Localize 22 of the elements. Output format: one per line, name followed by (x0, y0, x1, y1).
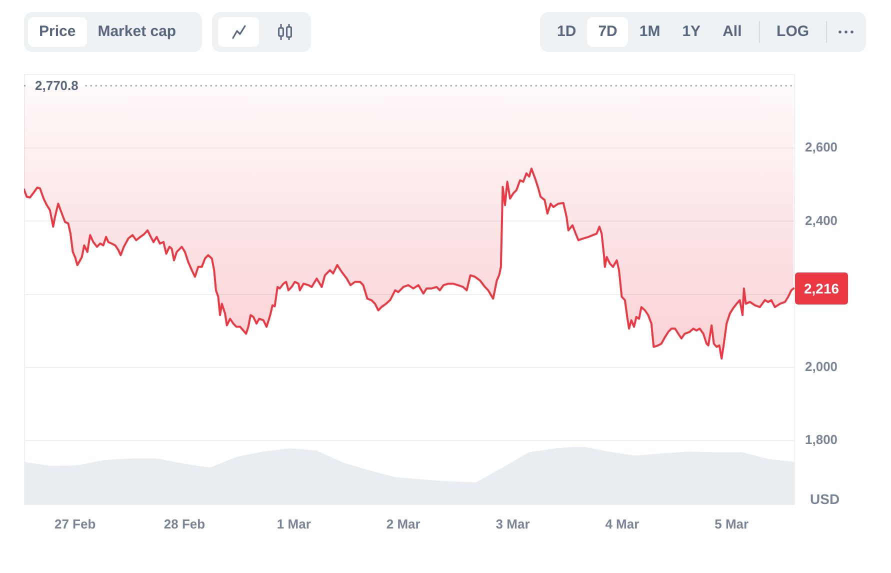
tab-button[interactable]: Market cap (86, 17, 188, 47)
x-tick-label: 3 Mar (496, 516, 530, 532)
y-axis-title: USD (810, 490, 840, 507)
y-tick-label: 2,400 (805, 212, 838, 228)
x-tick-label: 2 Mar (386, 516, 420, 532)
x-tick-label: 27 Feb (54, 516, 96, 532)
annotation: 2,216 (804, 280, 840, 296)
ref-line-label: 2,770.8 (35, 78, 78, 93)
x-tick-label: 1 Mar (276, 516, 311, 532)
y-tick-label: 1,800 (805, 432, 838, 448)
y-tick-label: 2,600 (805, 140, 838, 155)
x-tick-label: 4 Mar (605, 516, 640, 532)
tab-button[interactable]: 1M (628, 17, 672, 47)
tab-button[interactable]: LOG (766, 17, 820, 47)
tab-button[interactable]: 7D (587, 17, 628, 47)
tab-button[interactable]: 1Y (671, 17, 712, 47)
x-tick-label: 28 Feb (164, 516, 206, 532)
x-tick-label: 5 Mar (714, 516, 749, 532)
tab-button[interactable]: All (712, 17, 753, 47)
y-tick-label: 2,000 (805, 358, 838, 374)
tab-button[interactable]: Price (28, 17, 87, 47)
tab-button[interactable]: 1D (546, 17, 588, 47)
